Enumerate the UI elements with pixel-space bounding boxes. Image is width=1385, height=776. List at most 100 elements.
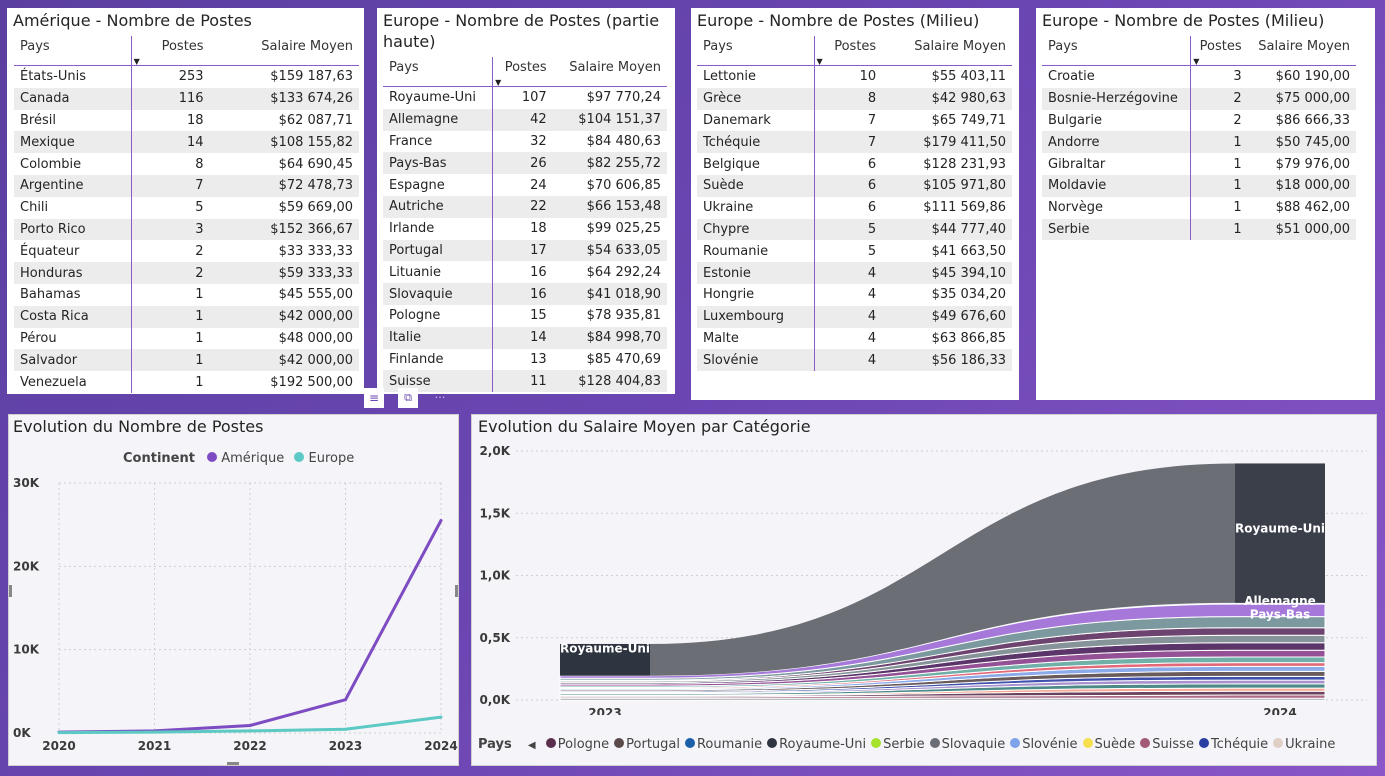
table-row[interactable]: Porto Rico 3 $152 366,67: [14, 219, 359, 241]
table-row[interactable]: Suède 6 $105 971,80: [697, 175, 1012, 197]
column-header[interactable]: Salaire Moyen: [882, 36, 1012, 66]
table-row[interactable]: Brésil 18 $62 087,71: [14, 110, 359, 132]
table-row[interactable]: Équateur 2 $33 333,33: [14, 240, 359, 262]
table-row[interactable]: Serbie 1 $51 000,00: [1042, 219, 1356, 241]
table-row[interactable]: Colombie 8 $64 690,45: [14, 153, 359, 175]
table-row[interactable]: Chili 5 $59 669,00: [14, 197, 359, 219]
column-header[interactable]: Postes ▼: [1191, 36, 1248, 66]
table-row[interactable]: Chypre 5 $44 777,40: [697, 219, 1012, 241]
column-header[interactable]: Salaire Moyen: [1248, 36, 1356, 66]
legend-item[interactable]: Suède: [1083, 737, 1136, 752]
table-row[interactable]: Croatie 3 $60 190,00: [1042, 66, 1356, 88]
column-header[interactable]: Postes ▼: [814, 36, 882, 66]
legend-item[interactable]: Serbie: [871, 737, 924, 752]
legend-scroll-left-icon[interactable]: ◀: [528, 740, 536, 751]
table-row[interactable]: Andorre 1 $50 745,00: [1042, 131, 1356, 153]
table-row[interactable]: Irlande 18 $99 025,25: [383, 218, 667, 240]
table-row[interactable]: Autriche 22 $66 153,48: [383, 196, 667, 218]
table-row[interactable]: Portugal 17 $54 633,05: [383, 240, 667, 262]
column-header[interactable]: Salaire Moyen: [553, 57, 667, 87]
table-row[interactable]: Pays-Bas 26 $82 255,72: [383, 152, 667, 174]
table-row[interactable]: Malte 4 $63 866,85: [697, 328, 1012, 350]
data-point[interactable]: [440, 519, 443, 522]
legend-item[interactable]: Royaume-Uni: [767, 737, 866, 752]
x-tick-label: 2022: [233, 739, 266, 753]
legend-item[interactable]: Roumanie: [685, 737, 762, 752]
data-point[interactable]: [58, 731, 61, 734]
table-row[interactable]: Lituanie 16 $64 292,24: [383, 261, 667, 283]
table-row[interactable]: Hongrie 4 $35 034,20: [697, 284, 1012, 306]
table-row[interactable]: Italie 14 $84 998,70: [383, 327, 667, 349]
sort-descending-icon[interactable]: ▼: [495, 78, 501, 87]
legend-item[interactable]: Ukraine: [1273, 737, 1335, 752]
ribbon-chart-card[interactable]: Evolution du Salaire Moyen par Catégorie…: [471, 414, 1377, 766]
table-row[interactable]: Ukraine 6 $111 569,86: [697, 197, 1012, 219]
column-header[interactable]: Pays: [1042, 36, 1191, 66]
table-row[interactable]: Pérou 1 $48 000,00: [14, 328, 359, 350]
table-row[interactable]: États-Unis 253 $159 187,63: [14, 66, 359, 88]
column-header[interactable]: Pays: [383, 57, 493, 87]
table-row[interactable]: Bahamas 1 $45 555,00: [14, 284, 359, 306]
column-header[interactable]: Pays: [697, 36, 814, 66]
table-row[interactable]: Gibraltar 1 $79 976,00: [1042, 153, 1356, 175]
table-row[interactable]: Royaume-Uni 107 $97 770,24: [383, 87, 667, 109]
cell-pays: Luxembourg: [697, 306, 814, 328]
data-point[interactable]: [344, 728, 347, 731]
data-point[interactable]: [344, 698, 347, 701]
more-options-icon[interactable]: …: [430, 388, 450, 408]
table-row[interactable]: Slovénie 4 $56 186,33: [697, 349, 1012, 371]
legend-label: Portugal: [626, 737, 680, 752]
resize-handle[interactable]: [9, 585, 12, 597]
table-row[interactable]: Danemark 7 $65 749,71: [697, 110, 1012, 132]
line-chart-card[interactable]: Evolution du Nombre de Postes Continent …: [8, 414, 459, 766]
column-header[interactable]: Postes ▼: [131, 36, 210, 66]
table-row[interactable]: Espagne 24 $70 606,85: [383, 174, 667, 196]
legend-item[interactable]: Slovaquie: [930, 737, 1006, 752]
table-row[interactable]: Estonie 4 $45 394,10: [697, 262, 1012, 284]
legend-item[interactable]: Pologne: [546, 737, 609, 752]
table-row[interactable]: Canada 116 $133 674,26: [14, 88, 359, 110]
focus-mode-icon[interactable]: ⧉: [398, 388, 418, 408]
ribbon-label: Allemagne: [1244, 594, 1316, 608]
table-row[interactable]: Honduras 2 $59 333,33: [14, 262, 359, 284]
table-row[interactable]: Tchéquie 7 $179 411,50: [697, 131, 1012, 153]
table-row[interactable]: Belgique 6 $128 231,93: [697, 153, 1012, 175]
table-row[interactable]: Norvège 1 $88 462,00: [1042, 197, 1356, 219]
table-row[interactable]: Mexique 14 $108 155,82: [14, 131, 359, 153]
legend-item[interactable]: Suisse: [1140, 737, 1194, 752]
table-row[interactable]: Slovaquie 16 $41 018,90: [383, 283, 667, 305]
table-row[interactable]: Argentine 7 $72 478,73: [14, 175, 359, 197]
table-row[interactable]: Allemagne 42 $104 151,37: [383, 109, 667, 131]
table-row[interactable]: Grèce 8 $42 980,63: [697, 88, 1012, 110]
series-line-amérique[interactable]: [59, 521, 441, 733]
table-row[interactable]: Lettonie 10 $55 403,11: [697, 66, 1012, 88]
table-row[interactable]: Salvador 1 $42 000,00: [14, 349, 359, 371]
table-row[interactable]: Roumanie 5 $41 663,50: [697, 240, 1012, 262]
data-point[interactable]: [249, 729, 252, 732]
y-tick-label: 20K: [13, 559, 40, 573]
table-row[interactable]: Luxembourg 4 $49 676,60: [697, 306, 1012, 328]
column-header[interactable]: Pays: [14, 36, 131, 66]
filter-icon[interactable]: ≡: [364, 388, 384, 408]
data-point[interactable]: [249, 724, 252, 727]
table-row[interactable]: Bosnie-Herzégovine 2 $75 000,00: [1042, 88, 1356, 110]
legend-item[interactable]: Portugal: [614, 737, 680, 752]
table-row[interactable]: France 32 $84 480,63: [383, 131, 667, 153]
data-point[interactable]: [153, 731, 156, 734]
resize-handle[interactable]: [455, 585, 458, 597]
data-point[interactable]: [440, 716, 443, 719]
sort-descending-icon[interactable]: ▼: [817, 57, 823, 66]
sort-descending-icon[interactable]: ▼: [1193, 57, 1199, 66]
resize-handle[interactable]: [227, 762, 239, 765]
table-row[interactable]: Venezuela 1 $192 500,00: [14, 371, 359, 393]
column-header[interactable]: Postes ▼: [493, 57, 553, 87]
table-row[interactable]: Finlande 13 $85 470,69: [383, 349, 667, 371]
table-row[interactable]: Pologne 15 $78 935,81: [383, 305, 667, 327]
column-header[interactable]: Salaire Moyen: [210, 36, 359, 66]
legend-item[interactable]: Slovénie: [1010, 737, 1077, 752]
table-row[interactable]: Costa Rica 1 $42 000,00: [14, 306, 359, 328]
table-row[interactable]: Bulgarie 2 $86 666,33: [1042, 110, 1356, 132]
table-row[interactable]: Moldavie 1 $18 000,00: [1042, 175, 1356, 197]
sort-descending-icon[interactable]: ▼: [134, 57, 140, 66]
legend-item[interactable]: Tchéquie: [1199, 737, 1268, 752]
